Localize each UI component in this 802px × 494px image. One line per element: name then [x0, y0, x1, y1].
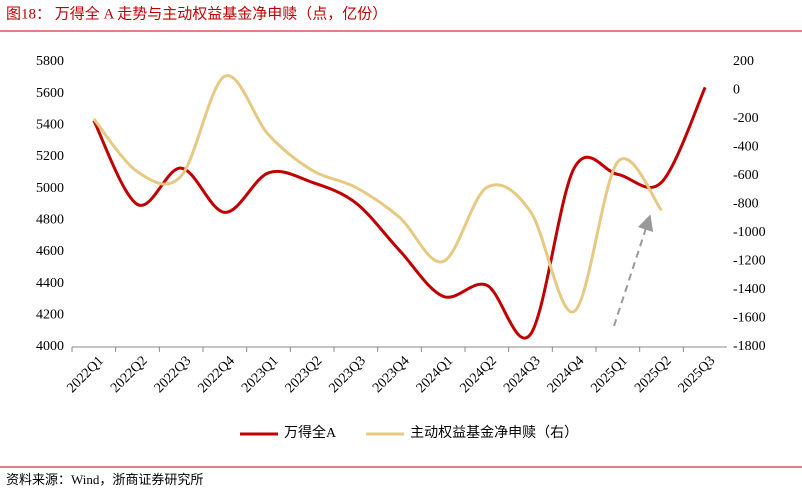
y2-tick-label: -800	[733, 197, 759, 212]
y2-tick-label: -600	[733, 168, 759, 183]
y-tick-label: 5800	[36, 54, 64, 69]
x-tick-label: 2025Q2	[632, 353, 675, 396]
y2-tick-label: -200	[733, 111, 759, 126]
legend-label: 主动权益基金净申赎（右）	[410, 424, 578, 441]
x-tick-label: 2022Q4	[195, 353, 238, 396]
y2-tick-label: -400	[733, 140, 759, 155]
y2-tick-label: 200	[733, 54, 754, 69]
x-tick-label: 2023Q4	[370, 353, 413, 396]
y2-tick-label: -1200	[733, 254, 766, 269]
y-tick-label: 4400	[36, 276, 64, 291]
y2-tick-label: -1000	[733, 225, 766, 240]
x-tick-label: 2023Q3	[326, 353, 369, 396]
chart-title: 图18： 万得全 A 走势与主动权益基金净申赎（点，亿份）	[6, 4, 387, 22]
y-tick-label: 5600	[36, 86, 64, 101]
x-tick-label: 2024Q3	[501, 353, 544, 396]
x-tick-label: 2022Q1	[64, 353, 107, 396]
legend-label: 万得全A	[284, 424, 337, 441]
x-tick-label: 2023Q1	[239, 353, 282, 396]
x-tick-label: 2024Q2	[457, 353, 500, 396]
y2-tick-label: -1600	[733, 311, 766, 326]
x-tick-label: 2022Q2	[108, 353, 151, 396]
y2-tick-label: 0	[733, 83, 740, 98]
y-tick-label: 4800	[36, 213, 64, 228]
x-tick-label: 2025Q3	[676, 353, 719, 396]
series-line	[92, 74, 663, 314]
x-tick-label: 2024Q1	[414, 353, 457, 396]
annotation-arrow	[613, 214, 654, 327]
y-tick-label: 4000	[36, 339, 64, 354]
y2-tick-label: -1400	[733, 282, 766, 297]
y-tick-label: 5200	[36, 149, 64, 164]
y-tick-label: 4200	[36, 308, 64, 323]
source: 资料来源：Wind，浙商证券研究所	[6, 472, 203, 487]
x-tick-label: 2025Q1	[588, 353, 631, 396]
y-tick-label: 4600	[36, 244, 64, 259]
x-tick-label: 2023Q2	[283, 353, 326, 396]
x-tick-label: 2022Q3	[152, 353, 195, 396]
series-line	[92, 86, 707, 340]
x-tick-label: 2024Q4	[545, 353, 588, 396]
y-tick-label: 5400	[36, 118, 64, 133]
y2-tick-label: -1800	[733, 339, 766, 354]
y-tick-label: 5000	[36, 181, 64, 196]
